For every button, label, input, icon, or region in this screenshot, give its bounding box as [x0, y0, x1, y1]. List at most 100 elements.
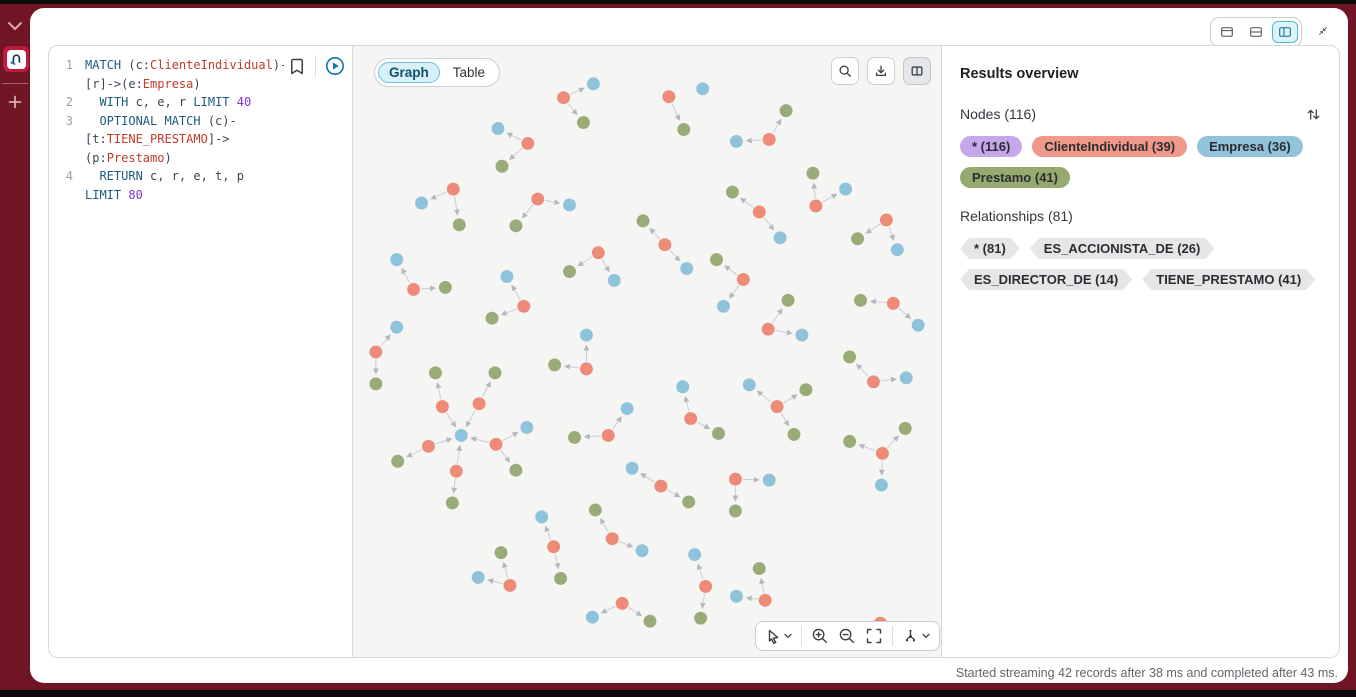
code-line[interactable]: 4 RETURN c, r, e, t, p — [49, 167, 352, 186]
graph-node[interactable] — [390, 320, 404, 334]
graph-node[interactable] — [875, 446, 889, 460]
collapse-window-icon[interactable] — [1312, 20, 1334, 42]
graph-node[interactable] — [717, 299, 730, 313]
graph-node[interactable] — [488, 366, 502, 380]
graph-node[interactable] — [762, 473, 776, 487]
relationship-type-chip[interactable]: ES_ACCIONISTA_DE (26) — [1030, 238, 1215, 259]
graph-node[interactable] — [563, 198, 576, 212]
layout-split-vertical-button[interactable] — [1272, 21, 1298, 43]
graph-node[interactable] — [521, 136, 535, 150]
graph-node[interactable] — [615, 596, 629, 610]
run-query-button[interactable] — [325, 56, 345, 76]
graph-node[interactable] — [568, 430, 581, 444]
rail-item-query-tool[interactable] — [3, 46, 29, 72]
graph-node[interactable] — [694, 611, 708, 625]
graph-node[interactable] — [625, 461, 639, 475]
graph-node[interactable] — [452, 218, 466, 232]
graph-node[interactable] — [851, 232, 865, 246]
graph-node[interactable] — [680, 262, 694, 276]
graph-node[interactable] — [729, 589, 743, 603]
graph-node[interactable] — [494, 546, 508, 560]
graph-node[interactable] — [435, 400, 449, 414]
graph-node[interactable] — [806, 166, 820, 180]
graph-node[interactable] — [684, 412, 698, 425]
tab-graph[interactable]: Graph — [378, 62, 440, 83]
graph-side-panel-toggle[interactable] — [903, 57, 931, 85]
bookmark-save-icon[interactable] — [288, 57, 306, 76]
code-line[interactable]: 3 OPTIONAL MATCH (c)- — [49, 112, 352, 131]
graph-visualization-panel[interactable]: Graph Table — [352, 46, 942, 657]
graph-node[interactable] — [428, 366, 442, 380]
graph-node[interactable] — [557, 91, 571, 105]
graph-node[interactable] — [710, 253, 723, 267]
graph-node[interactable] — [752, 562, 766, 575]
code-line[interactable]: 1 MATCH (c:ClienteIndividual)- — [49, 56, 352, 75]
graph-node[interactable] — [369, 377, 383, 391]
graph-node[interactable] — [736, 273, 750, 286]
graph-node[interactable] — [520, 421, 534, 434]
relationship-type-chip[interactable]: * (81) — [960, 238, 1020, 259]
graph-node[interactable] — [547, 540, 561, 554]
graph-node[interactable] — [607, 274, 621, 287]
graph-node[interactable] — [795, 328, 809, 342]
graph-node[interactable] — [548, 358, 562, 372]
graph-node[interactable] — [809, 199, 823, 213]
relationship-type-chip[interactable]: TIENE_PRESTAMO (41) — [1142, 269, 1315, 290]
graph-node[interactable] — [770, 400, 784, 414]
graph-node[interactable] — [454, 428, 468, 442]
graph-node[interactable] — [491, 122, 505, 135]
graph-node[interactable] — [605, 532, 619, 546]
graph-node[interactable] — [449, 464, 463, 478]
rail-add-tool-button[interactable] — [7, 94, 23, 115]
graph-node[interactable] — [554, 572, 568, 585]
graph-node[interactable] — [742, 378, 756, 392]
graph-node[interactable] — [438, 280, 452, 294]
cursor-mode-dropdown[interactable] — [765, 628, 792, 645]
graph-node[interactable] — [682, 495, 696, 509]
code-line[interactable]: (p:Prestamo) — [49, 149, 352, 168]
graph-node[interactable] — [712, 426, 725, 440]
graph-node[interactable] — [899, 371, 913, 385]
graph-node[interactable] — [658, 238, 672, 252]
graph-node[interactable] — [799, 383, 813, 397]
graph-node[interactable] — [890, 243, 904, 257]
graph-node[interactable] — [728, 472, 742, 486]
tab-table[interactable]: Table — [442, 62, 496, 83]
graph-node[interactable] — [586, 77, 600, 91]
graph-node[interactable] — [601, 428, 615, 442]
code-line[interactable]: [t:TIENE_PRESTAMO]-> — [49, 130, 352, 149]
rail-chevron-down-icon[interactable] — [7, 18, 23, 36]
graph-node[interactable] — [563, 265, 576, 278]
graph-node[interactable] — [854, 293, 868, 307]
graph-node[interactable] — [843, 434, 857, 448]
graph-node[interactable] — [509, 463, 523, 477]
graph-node[interactable] — [911, 318, 925, 332]
code-line[interactable]: 2 WITH c, e, r LIMIT 40 — [49, 93, 352, 112]
graph-node[interactable] — [696, 82, 710, 96]
cypher-editor[interactable]: 1 MATCH (c:ClienteIndividual)- [r]->(e:Emp… — [49, 46, 352, 657]
graph-node[interactable] — [495, 159, 509, 173]
graph-node[interactable] — [898, 422, 912, 435]
graph-node[interactable] — [874, 478, 888, 492]
layout-split-horizontal-button[interactable] — [1243, 21, 1269, 43]
graph-node[interactable] — [485, 311, 499, 325]
graph-node[interactable] — [688, 548, 702, 562]
graph-node[interactable] — [585, 610, 599, 624]
graph-node[interactable] — [761, 322, 775, 336]
graph-node[interactable] — [509, 219, 523, 233]
node-label-pill[interactable]: ClienteIndividual (39) — [1032, 136, 1188, 157]
graph-node[interactable] — [729, 134, 743, 148]
graph-node[interactable] — [369, 345, 383, 359]
graph-node[interactable] — [391, 454, 405, 468]
graph-node[interactable] — [591, 246, 605, 260]
graph-node[interactable] — [535, 510, 549, 524]
graph-node[interactable] — [843, 350, 857, 364]
graph-canvas[interactable] — [353, 46, 941, 657]
graph-node[interactable] — [415, 196, 428, 210]
graph-node[interactable] — [576, 116, 590, 130]
graph-node[interactable] — [422, 439, 435, 453]
graph-node[interactable] — [752, 205, 766, 219]
graph-node[interactable] — [886, 296, 900, 310]
graph-node[interactable] — [407, 282, 421, 296]
fit-to-screen-button[interactable] — [865, 627, 883, 645]
